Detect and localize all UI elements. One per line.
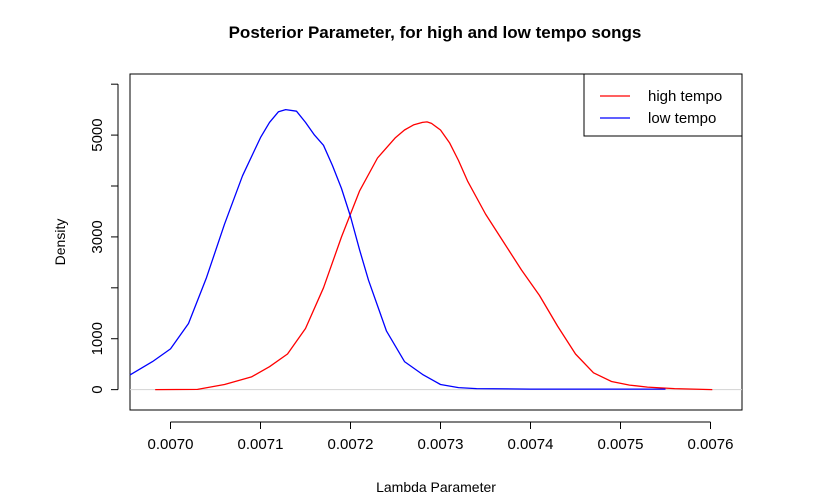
y-tick-label: 0 — [89, 385, 106, 393]
y-axis: 0 1000 3000 5000 — [89, 83, 119, 394]
legend: high tempo low tempo — [583, 73, 743, 137]
x-tick-label: 0.0075 — [598, 436, 644, 453]
chart-title: Posterior Parameter, for high and low te… — [229, 23, 642, 42]
legend-label-low-tempo: low tempo — [648, 110, 716, 127]
x-axis: 0.0070 0.0071 0.0072 0.0073 0.0074 0.0075 0.00… — [148, 421, 734, 453]
x-tick-label: 0.0072 — [328, 436, 374, 453]
series-line-low-tempo — [129, 108, 666, 390]
x-tick-label: 0.0070 — [148, 436, 194, 453]
plot-area — [129, 73, 743, 411]
x-tick-label: 0.0076 — [688, 436, 734, 453]
plot-frame — [129, 73, 743, 411]
series-line-high-tempo — [155, 121, 713, 391]
x-axis-label: Lambda Parameter — [376, 479, 496, 495]
y-tick-label: 3000 — [89, 220, 106, 253]
legend-label-high-tempo: high tempo — [648, 88, 722, 105]
x-tick-label: 0.0074 — [508, 436, 554, 453]
legend-box — [583, 73, 743, 137]
y-tick-label: 1000 — [89, 322, 106, 355]
y-tick-label: 5000 — [89, 118, 106, 151]
x-tick-label: 0.0071 — [238, 436, 284, 453]
x-tick-label: 0.0073 — [418, 436, 464, 453]
y-axis-label: Density — [52, 219, 68, 266]
